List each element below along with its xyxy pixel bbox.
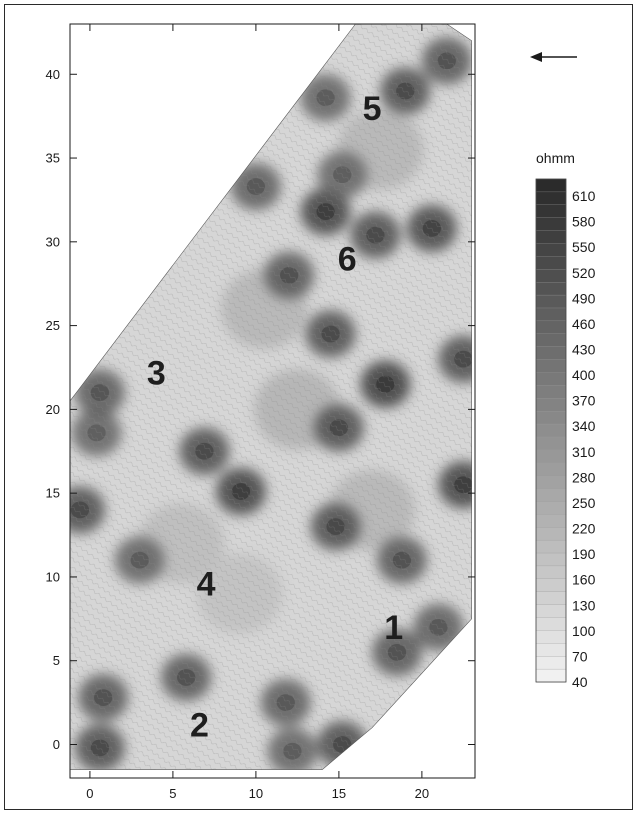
colorbar-band — [535, 668, 567, 683]
colorbar-band — [535, 591, 567, 606]
colorbar-label: 460 — [572, 316, 596, 332]
colorbar-band — [535, 565, 567, 580]
colorbar-label: 340 — [572, 418, 596, 434]
colorbar-band — [535, 282, 567, 296]
colorbar-label: 430 — [572, 342, 596, 358]
x-tick-label: 10 — [249, 786, 263, 801]
colorbar-label: 400 — [572, 367, 596, 383]
colorbar-label: 130 — [572, 597, 596, 613]
colorbar-frame — [535, 178, 567, 683]
colorbar: ohmm 610 580 550 520 490 460 430 400 370 340 310 28… — [535, 150, 596, 690]
colorbar-band — [535, 294, 567, 309]
x-tick-label: 15 — [332, 786, 346, 801]
y-tick-label: 35 — [46, 151, 60, 166]
colorbar-band — [535, 256, 567, 270]
colorbar-band — [535, 243, 567, 257]
colorbar-band — [535, 630, 567, 644]
figure-border — [4, 4, 633, 810]
colorbar-label: 490 — [572, 290, 596, 306]
colorbar-band — [535, 269, 567, 283]
colorbar-label: 220 — [572, 521, 596, 537]
colorbar-band — [535, 372, 567, 386]
colorbar-label: 370 — [572, 393, 596, 409]
colorbar-labels: 610 580 550 520 490 460 430 400 370 340 310 280 250 2… — [572, 188, 596, 690]
y-tick-label: 5 — [53, 653, 60, 668]
direction-arrow-icon — [530, 52, 577, 62]
colorbar-band — [535, 346, 567, 361]
colorbar-label: 250 — [572, 495, 596, 511]
x-tick-label: 20 — [415, 786, 429, 801]
colorbar-band — [535, 178, 567, 193]
colorbar-band — [535, 333, 567, 348]
colorbar-label: 40 — [572, 674, 588, 690]
colorbar-label: 280 — [572, 469, 596, 485]
colorbar-unit-label: ohmm — [536, 150, 575, 166]
colorbar-label: 160 — [572, 572, 596, 588]
colorbar-band — [535, 488, 567, 502]
survey-outline — [69, 23, 473, 770]
colorbar-band — [535, 436, 567, 451]
zone-label-3: 3 — [147, 355, 166, 393]
y-tick-label: 15 — [46, 486, 60, 501]
colorbar-band — [535, 552, 567, 567]
colorbar-band — [535, 230, 567, 244]
y-tick-label: 30 — [46, 234, 60, 249]
zone-labels: 1 2 3 4 5 6 — [147, 90, 403, 745]
colorbar-band — [535, 398, 567, 412]
colorbar-band — [535, 527, 567, 541]
colorbar-label: 520 — [572, 265, 596, 281]
colorbar-band — [535, 217, 567, 232]
colorbar-label: 580 — [572, 214, 596, 230]
colorbar-band — [535, 423, 567, 438]
y-tick-label: 40 — [46, 67, 60, 82]
colorbar-band — [535, 359, 567, 373]
colorbar-band — [535, 501, 567, 515]
y-tick-label: 25 — [46, 318, 60, 333]
colorbar-label: 100 — [572, 623, 596, 639]
colorbar-label: 190 — [572, 546, 596, 562]
colorbar-band — [535, 643, 567, 657]
y-tick-label: 10 — [46, 569, 60, 584]
colorbar-band — [535, 475, 567, 489]
x-tick-label: 5 — [169, 786, 176, 801]
zone-label-1: 1 — [384, 609, 403, 647]
colorbar-bands — [535, 178, 567, 683]
colorbar-band — [535, 604, 567, 618]
y-tick-label: 20 — [46, 402, 60, 417]
colorbar-band — [535, 462, 567, 477]
zone-label-2: 2 — [190, 706, 209, 744]
zone-label-4: 4 — [197, 566, 216, 604]
colorbar-band — [535, 578, 567, 593]
colorbar-band — [535, 320, 567, 335]
colorbar-band — [535, 411, 567, 425]
colorbar-band — [535, 539, 567, 554]
plot-frame — [69, 23, 476, 779]
colorbar-band — [535, 514, 567, 528]
colorbar-band — [535, 191, 567, 206]
zone-label-5: 5 — [363, 90, 382, 128]
colorbar-label: 610 — [572, 188, 596, 204]
x-axis: 0 5 10 15 20 — [86, 24, 429, 801]
colorbar-band — [535, 385, 567, 399]
colorbar-label: 70 — [572, 648, 588, 664]
colorbar-band — [535, 617, 567, 631]
colorbar-band — [535, 204, 567, 219]
colorbar-band — [535, 449, 567, 464]
y-tick-label: 0 — [53, 737, 60, 752]
zone-label-6: 6 — [338, 241, 357, 279]
colorbar-label: 550 — [572, 239, 596, 255]
colorbar-band — [535, 307, 567, 322]
colorbar-label: 310 — [572, 444, 596, 460]
colorbar-band — [535, 656, 567, 670]
x-tick-label: 0 — [86, 786, 93, 801]
